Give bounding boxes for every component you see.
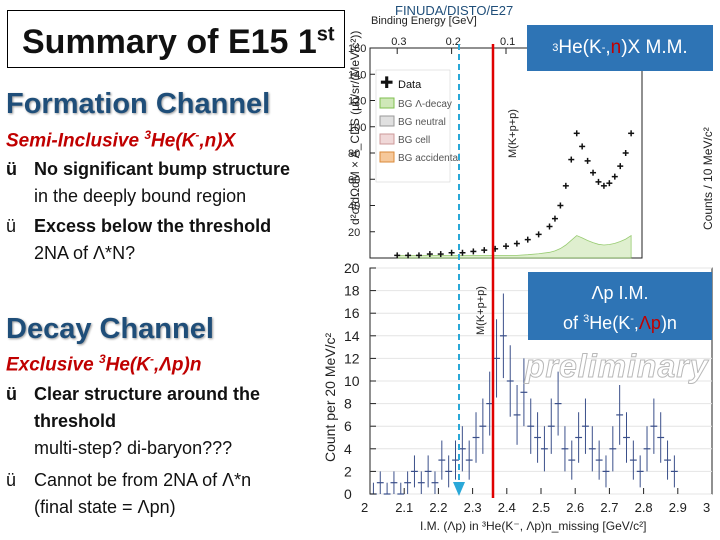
legend-bg-4: BG accidental bbox=[398, 153, 460, 164]
top-ytick-label: 60 bbox=[348, 174, 360, 186]
x-tick-label: 3 bbox=[703, 500, 710, 515]
legend-swatch-1 bbox=[379, 97, 395, 109]
x-tick-label: 2.1 bbox=[395, 500, 413, 515]
top-tick-label: 0.2 bbox=[446, 36, 461, 48]
bottom-xlabel: I.M. (Λp) in ³He(K⁻, Λp)n_missing [GeV/c… bbox=[420, 519, 646, 533]
lp-im-box: Λp I.M. of 3He(K-,Λp)n bbox=[528, 272, 712, 340]
legend-swatch-2 bbox=[379, 115, 395, 127]
down-arrow-icon bbox=[453, 482, 465, 496]
decay-subheading: Exclusive 3He(K-,Λp)n bbox=[6, 352, 202, 376]
formation-bullet-1: ü No significant bump structure in the de… bbox=[6, 156, 290, 210]
y-tick-label: 10 bbox=[344, 373, 360, 389]
y-tick-label: 12 bbox=[344, 350, 360, 366]
top-ytick-label: 80 bbox=[348, 148, 360, 160]
formation-bullet-2: ü Excess below the threshold 2NA of Λ*N? bbox=[6, 213, 271, 267]
y-tick-label: 20 bbox=[344, 260, 360, 276]
top-plot: Binding Energy [GeV] 0.30.20.10 16014012… bbox=[348, 15, 715, 259]
check-icon: ü bbox=[6, 159, 17, 179]
x-tick-label: 2 bbox=[361, 500, 368, 515]
check-icon: ü bbox=[6, 384, 17, 404]
legend-bg-1: BG Λ-decay bbox=[398, 99, 452, 110]
y-tick-label: 14 bbox=[344, 328, 360, 344]
top-ylabel: d²σ/dΩdM × A_CDS (μb/sr/(MeV/c²)) bbox=[348, 31, 362, 225]
check-icon: ü bbox=[6, 470, 17, 490]
x-tick-label: 2.9 bbox=[669, 500, 687, 515]
top-ytick-label: 100 bbox=[348, 122, 366, 134]
y-tick-label: 8 bbox=[344, 396, 352, 412]
y-tick-label: 4 bbox=[344, 441, 352, 457]
mk-label-top: M(K+p+p) bbox=[507, 109, 519, 158]
x-tick-label: 2.2 bbox=[429, 500, 447, 515]
check-icon: ü bbox=[6, 216, 17, 236]
y-tick-label: 18 bbox=[344, 283, 360, 299]
y-tick-label: 0 bbox=[344, 486, 352, 502]
top-ylabel-right: Counts / 10 MeV/c² bbox=[701, 127, 715, 230]
decay-heading: Decay Channel bbox=[6, 313, 214, 345]
decay-bullet-2: ü Cannot be from 2NA of Λ*n (final state … bbox=[6, 467, 251, 521]
bg-band-area bbox=[396, 234, 632, 259]
formation-heading: Formation Channel bbox=[6, 88, 271, 120]
formation-subheading: Semi-Inclusive 3He(K-,n)X bbox=[6, 128, 236, 152]
legend-swatch-3 bbox=[379, 133, 395, 145]
slide-title: Summary of E15 1st bbox=[22, 23, 335, 61]
top-ytick-label: 40 bbox=[348, 201, 360, 213]
preliminary-watermark: preliminary bbox=[525, 348, 709, 385]
top-ytick-label: 140 bbox=[348, 69, 366, 81]
legend-data: Data bbox=[398, 79, 422, 91]
x-tick-label: 2.7 bbox=[600, 500, 618, 515]
y-tick-label: 6 bbox=[344, 418, 352, 434]
y-tick-label: 2 bbox=[344, 463, 352, 479]
legend-bg-3: BG cell bbox=[398, 135, 430, 146]
he-mm-box: 3 He(K -, n)X M.M. bbox=[527, 25, 713, 71]
top-tick-label: 0.1 bbox=[500, 36, 515, 48]
x-tick-label: 2.6 bbox=[566, 500, 584, 515]
top-ytick-label: 20 bbox=[348, 227, 360, 239]
legend-data-marker: ✚ bbox=[380, 73, 393, 92]
title-box: Summary of E15 1st bbox=[7, 10, 345, 68]
mk-label-bottom: M(K+p+p) bbox=[475, 286, 487, 335]
x-tick-label: 2.5 bbox=[532, 500, 550, 515]
x-tick-label: 2.8 bbox=[635, 500, 653, 515]
legend-bg-2: BG neutral bbox=[398, 117, 446, 128]
top-ytick-label: 120 bbox=[348, 96, 366, 108]
legend-swatch-4 bbox=[379, 151, 395, 163]
top-axis-label: Binding Energy [GeV] bbox=[371, 15, 477, 27]
x-tick-label: 2.4 bbox=[498, 500, 516, 515]
finuda-label: FINUDA/DISTO/E27 bbox=[395, 3, 514, 18]
bottom-ylabel: Count per 20 MeV/c² bbox=[322, 332, 338, 462]
y-tick-label: 16 bbox=[344, 305, 360, 321]
x-tick-label: 2.3 bbox=[464, 500, 482, 515]
top-legend: ✚ Data BG Λ-decay BG neutral BG cell BG … bbox=[375, 69, 460, 183]
top-tick-label: 0.3 bbox=[391, 36, 406, 48]
decay-bullet-1: ü Clear structure around the threshold mu… bbox=[6, 381, 260, 462]
top-ytick-label: 160 bbox=[348, 43, 366, 55]
